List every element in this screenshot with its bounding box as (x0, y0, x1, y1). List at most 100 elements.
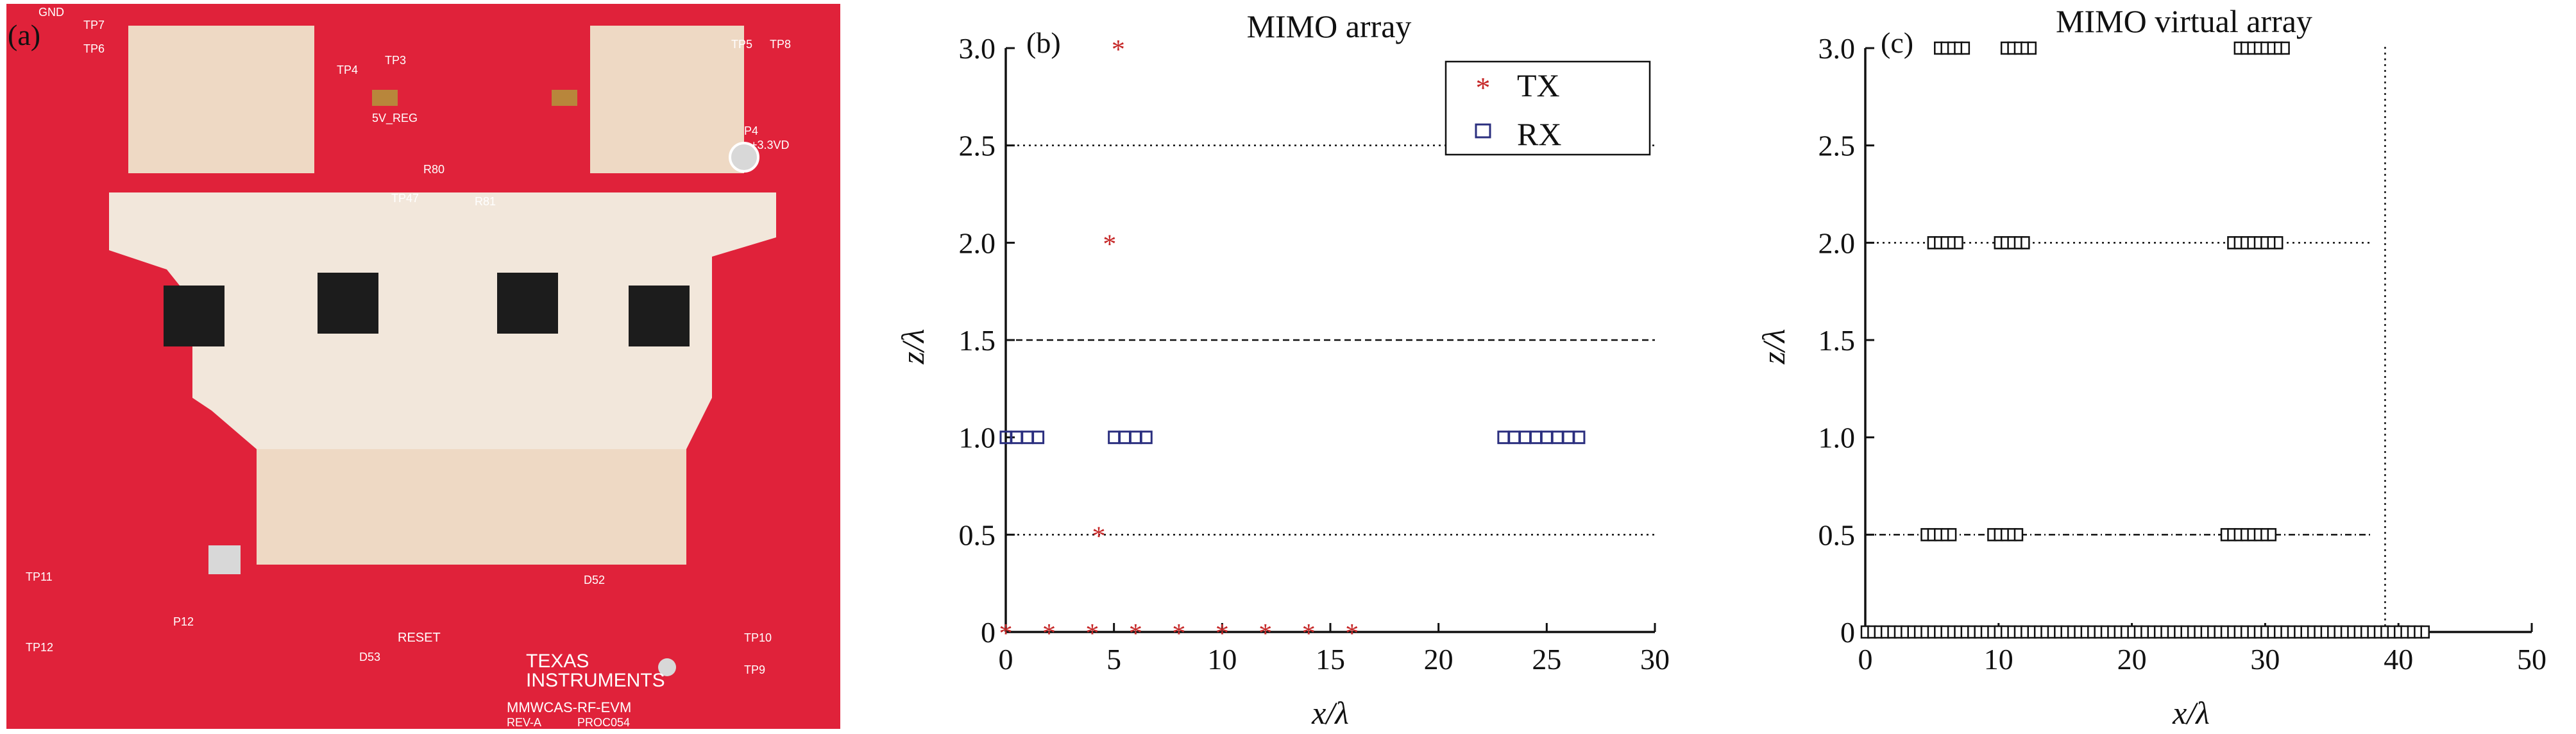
antenna-pad-tr (590, 26, 744, 173)
rx-point (1573, 431, 1586, 445)
pcb-text-r80: R80 (423, 163, 445, 176)
virtual-element (1960, 41, 1970, 55)
pcb-text-tp10: TP10 (744, 631, 772, 644)
x-ticks: 0 5 10 15 20 25 30 (999, 623, 1670, 676)
y-tick-label: 1.0 (1818, 422, 1856, 454)
y-tick-label: 2.5 (959, 130, 996, 162)
pcb-text-r81: R81 (475, 195, 496, 208)
rx-point (1562, 431, 1575, 445)
y-tick-label: 2.0 (1818, 226, 1856, 259)
virtual-element (1954, 236, 1963, 250)
pcb-text-tp7: TP7 (83, 19, 105, 31)
capacitor-c16 (372, 90, 398, 106)
virtual-element (2420, 625, 2430, 639)
chart-title: MIMO virtual array (2056, 3, 2312, 39)
pcb-text-tp8: TP8 (770, 38, 791, 51)
data-points (1860, 41, 2430, 639)
antenna-pad-bottom (257, 449, 686, 565)
tx-point: * (1092, 522, 1106, 551)
pcb-text-tp12: TP12 (26, 641, 53, 654)
legend-tx-label: TX (1517, 67, 1560, 103)
virtual-element (2267, 528, 2277, 542)
pcb-text-tp6: TP6 (83, 42, 105, 55)
y-tick-label: 2.5 (1818, 130, 1856, 162)
mimo-virtual-array-chart: 0 0.5 1.0 1.5 2.0 2.5 3.0 0 10 20 30 40 50 MIMO vir… (1756, 3, 2546, 731)
x-tick-label: 20 (1424, 643, 1453, 676)
pcb-text-p12: P12 (173, 615, 194, 628)
legend-rx-marker (1475, 123, 1491, 139)
y-axis-label: z/λ (895, 329, 931, 364)
pcb-text-d53: D53 (359, 651, 380, 663)
tx-point: * (1258, 619, 1272, 649)
x-tick-label: 0 (999, 643, 1013, 676)
y-tick-label: 0 (981, 616, 996, 649)
pcb-text-tp9: TP9 (744, 663, 765, 676)
rx-point (1551, 431, 1564, 445)
tx-point: * (999, 619, 1013, 649)
pcb-text-tp47: TP47 (391, 192, 419, 205)
rx-point (1529, 431, 1542, 445)
axes (1864, 48, 2532, 633)
legend: * TX RX (1445, 60, 1651, 156)
pcb-text-d52: D52 (584, 574, 605, 586)
mimo-array-chart: 00.51.01.52.02.53.0 0 5 10 15 20 25 30 * * * * * * *… (895, 8, 1670, 731)
pcb-text-tp3: TP3 (385, 54, 406, 67)
x-tick-label: 25 (1532, 643, 1561, 676)
panel-label-b: (b) (1026, 26, 1061, 59)
y-tick-label: 1.5 (1818, 324, 1856, 357)
data-points: * * * * * * * * * * * * (999, 35, 1586, 649)
radar-chip-3 (497, 273, 558, 334)
virtual-element (2280, 41, 2290, 55)
mount-hole (658, 658, 676, 676)
connector-p4 (729, 142, 759, 173)
y-ticks: 0 0.5 1.0 1.5 2.0 2.5 3.0 (1818, 32, 1874, 649)
x-axis-label: x/λ (2172, 695, 2210, 731)
tx-point: * (1302, 619, 1316, 649)
y-tick-label: 0.5 (959, 518, 996, 551)
antenna-pad-tl (128, 26, 314, 173)
y-tick-label: 2.0 (959, 226, 996, 259)
y-tick-label: 3.0 (959, 32, 996, 65)
x-ticks: 0 10 20 30 40 50 (1858, 623, 2546, 676)
pcb-text-instruments: INSTRUMENTS (526, 670, 665, 691)
rx-point (1508, 431, 1521, 445)
virtual-element (2013, 528, 2024, 542)
gridlines (1006, 144, 1655, 536)
rx-point (1129, 431, 1142, 445)
panel-label-c: (c) (1881, 26, 1913, 59)
tx-point: * (1216, 619, 1229, 649)
feed-line-area (109, 192, 776, 449)
y-tick-label: 0 (1840, 616, 1855, 649)
tx-point: * (1042, 619, 1056, 649)
tx-point: * (1112, 35, 1125, 65)
rx-point (1519, 431, 1532, 445)
gridlines (1865, 43, 2386, 632)
tx-point: * (1345, 619, 1359, 649)
pcb-text-tp4: TP4 (337, 64, 358, 76)
x-tick-label: 0 (1858, 643, 1873, 676)
x-tick-label: 50 (2517, 643, 2546, 676)
virtual-element (2273, 236, 2284, 250)
rx-point (1032, 431, 1045, 445)
pcb-text-board: MMWCAS-RF-EVM (507, 699, 631, 715)
tx-point: * (1103, 230, 1116, 259)
rx-point (1540, 431, 1553, 445)
rx-point (1497, 431, 1510, 445)
pcb-text-gnd: GND (38, 6, 64, 19)
radar-chip-1 (164, 286, 225, 346)
y-tick-label: 1.5 (959, 324, 996, 357)
pcb-text-reset: RESET (398, 631, 441, 645)
radar-chip-2 (318, 273, 378, 334)
pcb-text-rev: REV-A (507, 716, 541, 729)
y-axis-label: z/λ (1756, 329, 1792, 364)
legend-box (1445, 60, 1651, 156)
x-tick-label: 40 (2384, 643, 2413, 676)
virtual-element (2027, 41, 2037, 55)
legend-tx-marker: * (1476, 71, 1491, 104)
pcb-text-tp5: TP5 (731, 38, 752, 51)
tx-point: * (1085, 619, 1099, 649)
x-tick-label: 5 (1106, 643, 1121, 676)
rx-point (1108, 431, 1121, 445)
x-tick-label: 15 (1316, 643, 1345, 676)
